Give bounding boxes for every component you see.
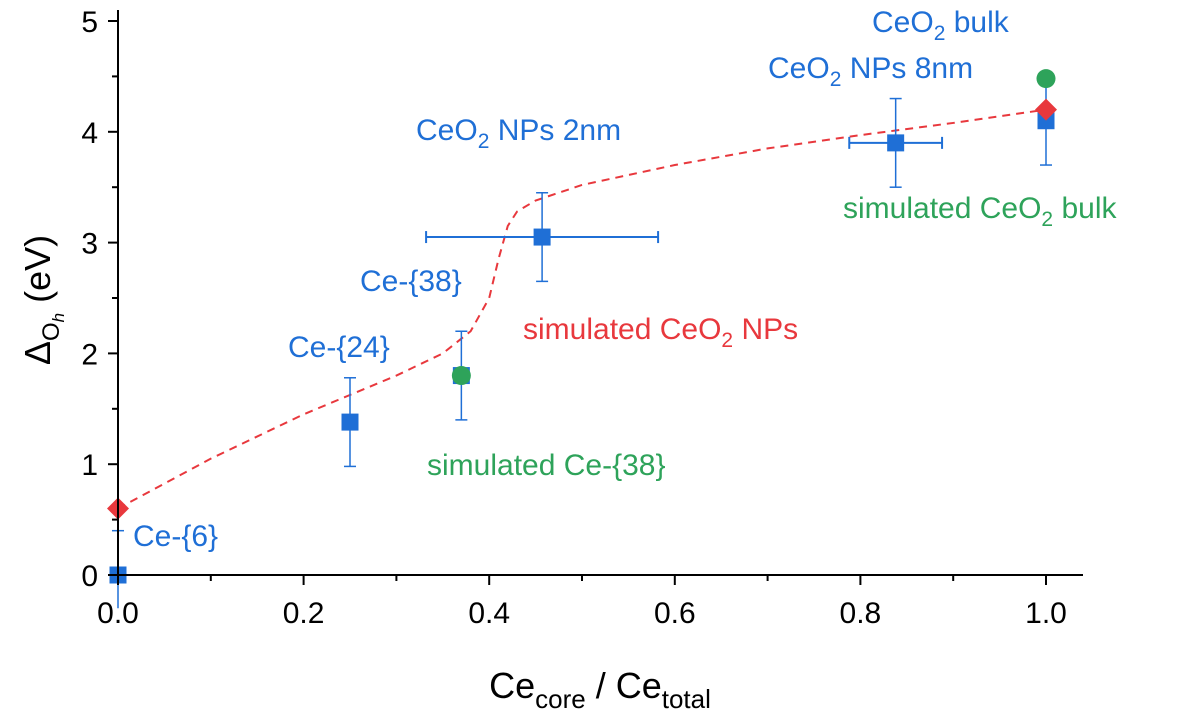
simulated-point-circle [1036, 69, 1056, 89]
annotation-nps2: CeO2 NPs 2nm [416, 114, 621, 153]
x-tick-label: 0.8 [840, 597, 882, 630]
x-tick-label: 1.0 [1025, 597, 1067, 630]
y-tick-label: 0 [81, 560, 98, 593]
annotations: Ce-{6} Ce-{24} Ce-{38} CeO2 NPs 2nm CeO2 NPs… [133, 6, 1117, 553]
annotation-ce24: Ce-{24} [288, 331, 390, 364]
annotation-sim-bulk: simulated CeO2 bulk [843, 192, 1117, 231]
x-tick-label: 0.4 [468, 597, 510, 630]
simulated-point-circle [451, 366, 471, 386]
y-tick-label: 2 [81, 338, 98, 371]
experimental-point [533, 228, 551, 246]
annotation-nps8: CeO2 NPs 8nm [768, 52, 973, 91]
y-axis-title: ΔOh (eV) [17, 235, 68, 365]
annotation-ce38: Ce-{38} [360, 265, 462, 298]
annotation-sim-nps: simulated CeO2 NPs [523, 313, 798, 352]
experimental-point [887, 134, 905, 152]
y-tick-label: 4 [81, 117, 98, 150]
simulated-point-diamond [1035, 98, 1057, 121]
x-tick-label: 0.6 [654, 597, 696, 630]
experimental-point [1037, 112, 1055, 130]
annotation-ce6: Ce-{6} [133, 520, 218, 553]
x-tick-label: 0.2 [283, 597, 325, 630]
simulated-fit-line [117, 108, 1047, 510]
y-tick-label: 5 [81, 6, 98, 39]
x-axis-title: Cecore / Cetotal [489, 665, 711, 713]
x-tick-label: 0.0 [97, 597, 139, 630]
y-tick-label: 3 [81, 228, 98, 261]
y-tick-label: 1 [81, 449, 98, 482]
axes: 0.0 0.2 0.4 0.6 0.8 1.0 0 1 2 3 4 5 Cecore / Cetotal… [17, 6, 1083, 713]
annotation-bulk: CeO2 bulk [872, 6, 1010, 45]
plot-area [107, 69, 1057, 609]
annotation-sim-ce38: simulated Ce-{38} [427, 449, 665, 482]
experimental-point [341, 413, 359, 431]
